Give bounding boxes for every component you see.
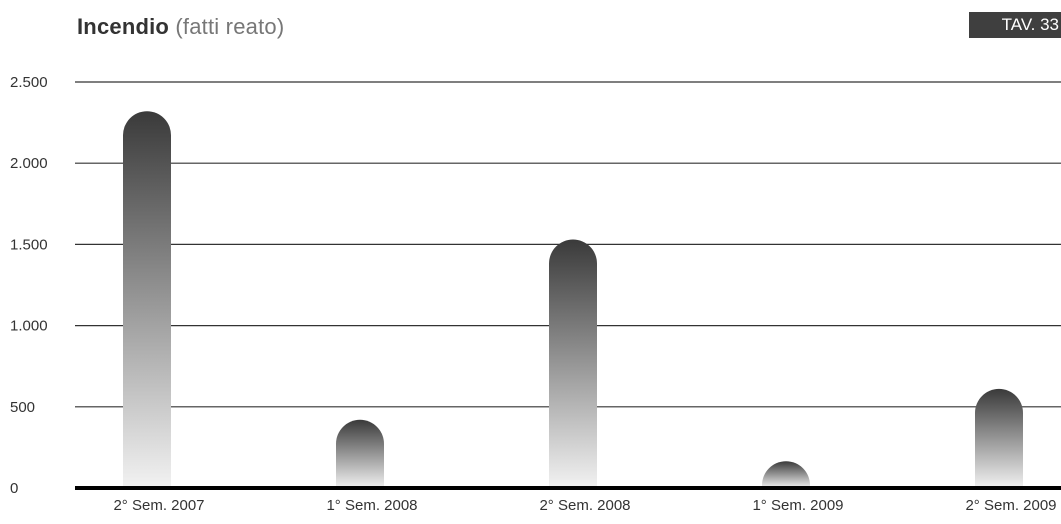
x-tick-label: 2° Sem. 2007 bbox=[113, 497, 204, 514]
y-tick-label: 500 bbox=[10, 399, 35, 416]
bar bbox=[123, 111, 171, 488]
y-axis-ticks: 0 500 1.000 1.500 2.000 2.500 bbox=[10, 74, 48, 497]
x-tick-label: 1° Sem. 2009 bbox=[752, 497, 843, 514]
bar bbox=[336, 419, 384, 488]
x-axis-ticks: 2° Sem. 2007 1° Sem. 2008 2° Sem. 2008 1° S… bbox=[113, 497, 1056, 514]
chart-title-main: Incendio bbox=[77, 14, 170, 39]
table-number-badge: TAV. 33 bbox=[969, 12, 1061, 38]
y-tick-label: 2.000 bbox=[10, 155, 48, 172]
chart-title: Incendio (fatti reato) bbox=[77, 14, 284, 40]
chart-title-subtitle: (fatti reato) bbox=[175, 14, 285, 39]
bar bbox=[975, 388, 1023, 488]
y-tick-label: 1.000 bbox=[10, 318, 48, 335]
y-tick-label: 1.500 bbox=[10, 236, 48, 253]
table-number-label: TAV. 33 bbox=[1001, 15, 1059, 34]
bar bbox=[549, 239, 597, 488]
bar bbox=[762, 461, 810, 488]
x-tick-label: 2° Sem. 2009 bbox=[965, 497, 1056, 514]
bars bbox=[75, 111, 1061, 490]
y-tick-label: 0 bbox=[10, 480, 18, 497]
x-tick-label: 1° Sem. 2008 bbox=[326, 497, 417, 514]
y-tick-label: 2.500 bbox=[10, 74, 48, 91]
x-tick-label: 2° Sem. 2008 bbox=[539, 497, 630, 514]
